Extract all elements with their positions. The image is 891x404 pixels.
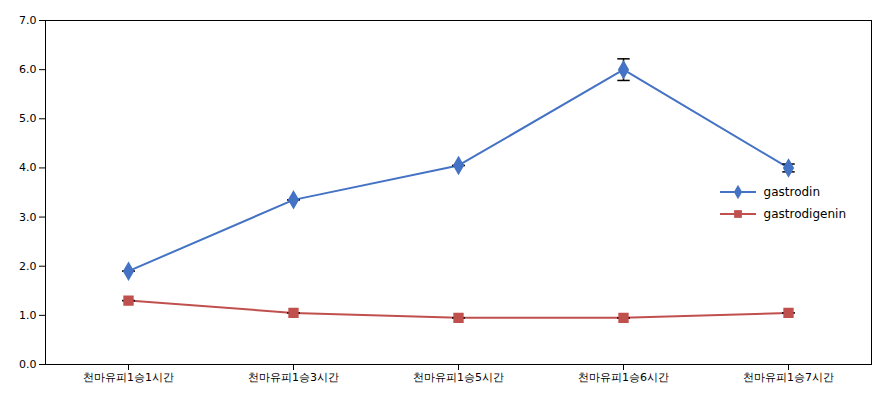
svg-text:5.0: 5.0	[19, 112, 37, 125]
svg-text:천마유피1승1시간: 천마유피1승1시간	[83, 371, 174, 384]
svg-text:천마유피1승5시간: 천마유피1승5시간	[413, 371, 504, 384]
svg-text:천마유피1승3시간: 천마유피1승3시간	[248, 371, 339, 384]
html-text:gastrodin: gastrodin	[763, 185, 821, 199]
svg-text:천마유피1승6시간: 천마유피1승6시간	[578, 371, 669, 384]
svg-text:4.0: 4.0	[19, 161, 37, 174]
svg-text:7.0: 7.0	[19, 14, 37, 27]
svg-text:2.0: 2.0	[19, 260, 37, 273]
svg-text:천마유피1승7시간: 천마유피1승7시간	[743, 371, 834, 384]
svg-text:3.0: 3.0	[19, 211, 37, 224]
svg-text:1.0: 1.0	[19, 309, 37, 322]
svg-text:6.0: 6.0	[19, 63, 37, 76]
html-text:gastrodigenin: gastrodigenin	[763, 207, 846, 221]
svg-text:0.0: 0.0	[19, 358, 37, 371]
